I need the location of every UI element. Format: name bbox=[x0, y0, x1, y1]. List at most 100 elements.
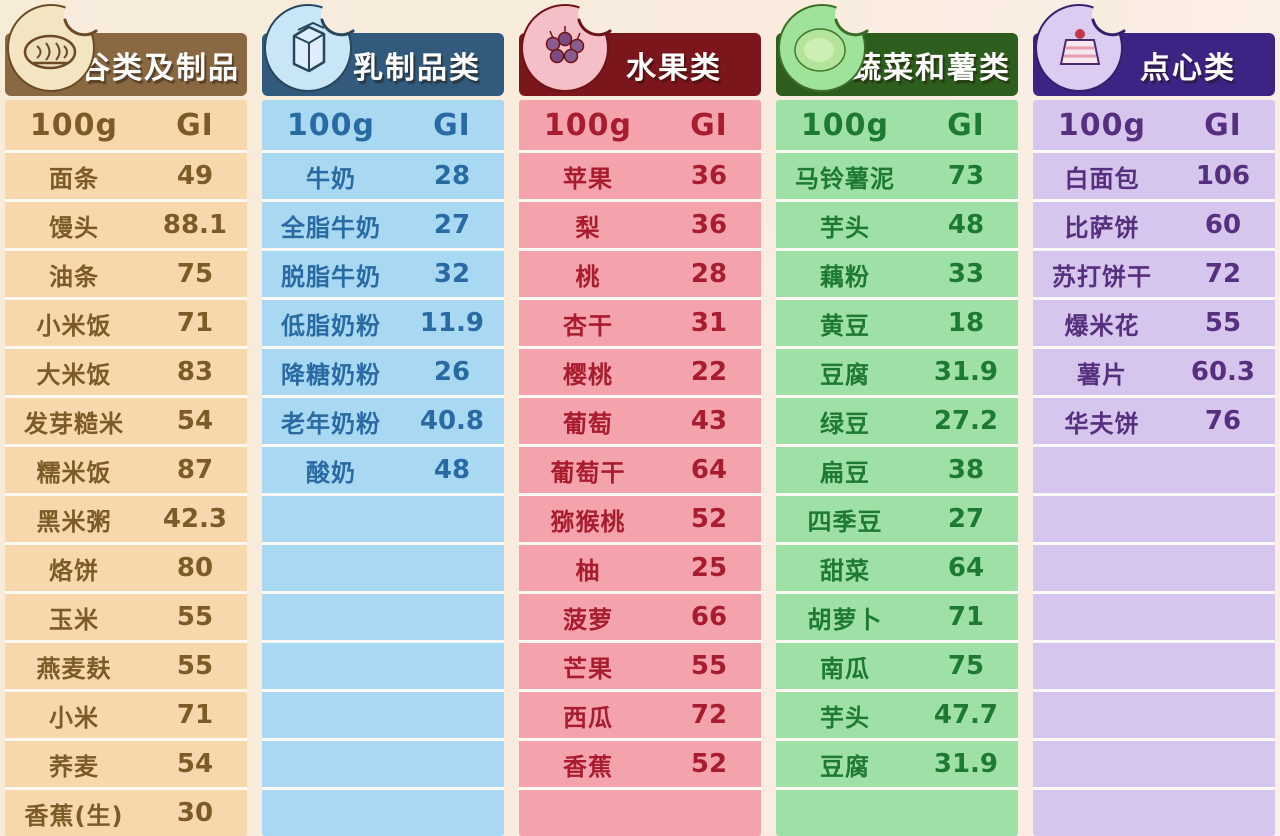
food-name: 扁豆 bbox=[819, 458, 870, 487]
gi-value: 38 bbox=[947, 455, 985, 485]
food-name: 梨 bbox=[575, 213, 601, 242]
food-name: 大米饭 bbox=[36, 360, 112, 389]
food-name: 南瓜 bbox=[819, 654, 870, 683]
gi-value: 64 bbox=[690, 455, 728, 485]
table-row: 绿豆 27.2 bbox=[776, 398, 1018, 444]
vegetable-icon bbox=[776, 0, 872, 96]
empty-row bbox=[262, 496, 504, 542]
food-name: 芒果 bbox=[562, 654, 613, 683]
table-row: 樱桃 22 bbox=[519, 349, 761, 395]
table-row: 华夫饼 76 bbox=[1033, 398, 1275, 444]
table-row: 烙饼 80 bbox=[5, 545, 247, 591]
gi-value: 27 bbox=[433, 210, 471, 240]
food-name: 香蕉(生) bbox=[24, 801, 124, 830]
gi-value: 106 bbox=[1195, 161, 1251, 191]
food-name: 酸奶 bbox=[305, 458, 356, 487]
table-row: 小米 71 bbox=[5, 692, 247, 738]
gi-value: 36 bbox=[690, 210, 728, 240]
gi-header: GI bbox=[433, 107, 471, 143]
food-name: 芋头 bbox=[819, 703, 870, 732]
table-row: 糯米饭 87 bbox=[5, 447, 247, 493]
gi-value: 54 bbox=[176, 406, 214, 436]
empty-row bbox=[262, 790, 504, 836]
empty-row bbox=[262, 594, 504, 640]
table-row: 葡萄 43 bbox=[519, 398, 761, 444]
gi-header: GI bbox=[690, 107, 728, 143]
food-name: 藕粉 bbox=[819, 262, 870, 291]
table-row: 爆米花 55 bbox=[1033, 300, 1275, 346]
milk-icon bbox=[262, 0, 358, 96]
gi-header: GI bbox=[176, 107, 214, 143]
empty-row bbox=[1033, 692, 1275, 738]
table-row: 薯片 60.3 bbox=[1033, 349, 1275, 395]
table-row: 比萨饼 60 bbox=[1033, 202, 1275, 248]
gi-value: 28 bbox=[433, 161, 471, 191]
gi-value: 31.9 bbox=[933, 357, 999, 387]
table-row: 降糖奶粉 26 bbox=[262, 349, 504, 395]
table-row: 南瓜 75 bbox=[776, 643, 1018, 689]
table-row: 燕麦麸 55 bbox=[5, 643, 247, 689]
table-row: 苏打饼干 72 bbox=[1033, 251, 1275, 297]
table-row: 脱脂牛奶 32 bbox=[262, 251, 504, 297]
gi-value: 48 bbox=[433, 455, 471, 485]
food-name: 马铃薯泥 bbox=[794, 164, 895, 193]
food-name: 薯片 bbox=[1076, 360, 1127, 389]
food-name: 苹果 bbox=[562, 164, 613, 193]
empty-row bbox=[262, 643, 504, 689]
gi-value: 27 bbox=[947, 504, 985, 534]
gi-header: GI bbox=[1204, 107, 1242, 143]
food-name: 西瓜 bbox=[562, 703, 613, 732]
category-column: 乳制品类 100g GI 牛奶 28 全脂牛奶 27 脱脂牛奶 32 低脂奶粉 11.9 降糖奶粉 2… bbox=[262, 0, 504, 836]
gi-value: 75 bbox=[947, 651, 985, 681]
food-name: 樱桃 bbox=[562, 360, 613, 389]
category-column: 点心类 100g GI 白面包 106 比萨饼 60 苏打饼干 72 爆米花 55 薯片 60.3 华夫… bbox=[1033, 0, 1275, 836]
empty-row bbox=[1033, 643, 1275, 689]
table-row: 玉米 55 bbox=[5, 594, 247, 640]
table-row: 扁豆 38 bbox=[776, 447, 1018, 493]
table-row: 菠萝 66 bbox=[519, 594, 761, 640]
table-row: 猕猴桃 52 bbox=[519, 496, 761, 542]
gi-value: 71 bbox=[176, 700, 214, 730]
gi-value: 75 bbox=[176, 259, 214, 289]
table-row: 老年奶粉 40.8 bbox=[262, 398, 504, 444]
gi-value: 43 bbox=[690, 406, 728, 436]
table-row: 西瓜 72 bbox=[519, 692, 761, 738]
table-row: 马铃薯泥 73 bbox=[776, 153, 1018, 199]
table-row: 低脂奶粉 11.9 bbox=[262, 300, 504, 346]
gi-value: 22 bbox=[690, 357, 728, 387]
fruit-icon bbox=[519, 0, 615, 96]
food-name: 葡萄 bbox=[562, 409, 613, 438]
food-name: 燕麦麸 bbox=[36, 654, 112, 683]
gi-value: 48 bbox=[947, 210, 985, 240]
food-name: 葡萄干 bbox=[550, 458, 626, 487]
unit-header: 100g bbox=[543, 107, 633, 143]
gi-value: 30 bbox=[176, 798, 214, 828]
unit-header: 100g bbox=[286, 107, 376, 143]
food-name: 杏干 bbox=[562, 311, 613, 340]
food-name: 胡萝卜 bbox=[807, 605, 883, 634]
table-row: 芒果 55 bbox=[519, 643, 761, 689]
category-title: 谷类及制品 bbox=[80, 50, 240, 86]
food-name: 猕猴桃 bbox=[550, 507, 626, 536]
gi-value: 55 bbox=[1204, 308, 1242, 338]
table-header-row: 100g GI bbox=[262, 100, 504, 150]
table-row: 杏干 31 bbox=[519, 300, 761, 346]
table-row: 芋头 48 bbox=[776, 202, 1018, 248]
table-row: 黄豆 18 bbox=[776, 300, 1018, 346]
gi-value: 88.1 bbox=[162, 210, 228, 240]
gi-value: 47.7 bbox=[933, 700, 999, 730]
category-title: 水果类 bbox=[626, 50, 722, 86]
gi-value: 83 bbox=[176, 357, 214, 387]
food-name: 脱脂牛奶 bbox=[280, 262, 381, 291]
food-name: 芋头 bbox=[819, 213, 870, 242]
food-name: 华夫饼 bbox=[1064, 409, 1140, 438]
table-header-row: 100g GI bbox=[1033, 100, 1275, 150]
table-header-row: 100g GI bbox=[776, 100, 1018, 150]
gi-value: 72 bbox=[1204, 259, 1242, 289]
table-row: 甜菜 64 bbox=[776, 545, 1018, 591]
food-name: 比萨饼 bbox=[1064, 213, 1140, 242]
empty-row bbox=[262, 741, 504, 787]
table-header-row: 100g GI bbox=[5, 100, 247, 150]
food-name: 柚 bbox=[575, 556, 601, 585]
